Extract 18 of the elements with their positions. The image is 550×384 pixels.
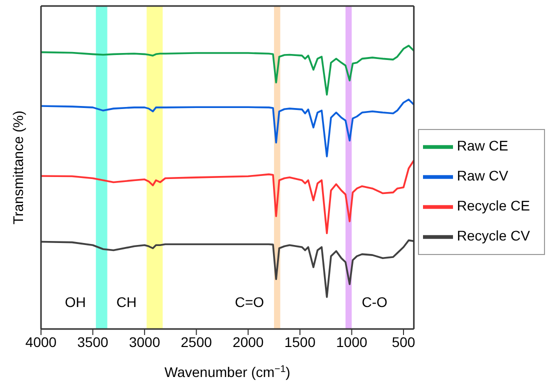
legend-label: Raw CV — [456, 168, 508, 184]
x-tick-label: 4000 — [25, 334, 57, 350]
y-axis-title: Transmittance (%) — [10, 110, 26, 224]
legend-label: Recycle CV — [456, 228, 530, 244]
x-tick-label: 2500 — [180, 334, 212, 350]
legend-label: Recycle CE — [456, 198, 530, 214]
x-tick-label: 2000 — [232, 334, 264, 350]
x-tick-label: 3000 — [128, 334, 160, 350]
x-tick-label: 500 — [392, 334, 416, 350]
band-label: OH — [64, 294, 86, 310]
band-label: C=O — [234, 294, 264, 310]
band-label: CH — [116, 294, 137, 310]
band-label: C-O — [362, 294, 388, 310]
x-tick-label: 1500 — [284, 334, 316, 350]
legend-label: Raw CE — [456, 138, 508, 154]
x-axis-title: Wavenumber (cm$^{−1}$) — [164, 364, 290, 380]
x-tick-label: 1000 — [336, 334, 368, 350]
x-tick-label: 3500 — [77, 334, 109, 350]
